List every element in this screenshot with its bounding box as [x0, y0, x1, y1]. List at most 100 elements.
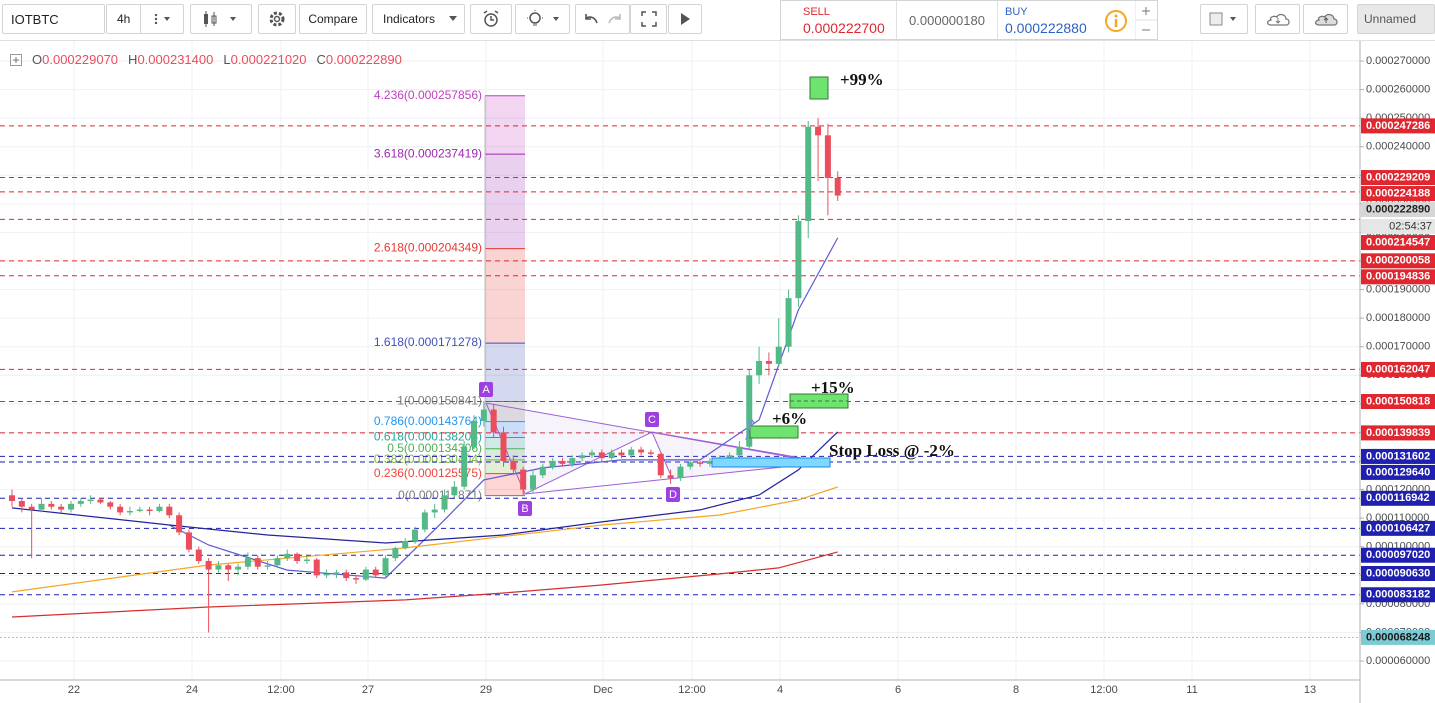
y-tick-label: 0.000060000: [1366, 655, 1430, 667]
expand-icon[interactable]: [10, 53, 22, 66]
candle-body: [618, 452, 625, 456]
alert-button[interactable]: [470, 4, 512, 34]
candles: [9, 118, 841, 633]
interval-menu[interactable]: [140, 4, 184, 34]
fib-label: 0.786(0.000143764): [374, 414, 482, 428]
compare-button[interactable]: Compare: [299, 4, 367, 34]
icon: [269, 11, 285, 27]
candle-body: [284, 553, 291, 559]
quantity-stepper[interactable]: [1135, 1, 1157, 39]
cloud-save[interactable]: [1303, 4, 1348, 34]
price-label: 0.000068248: [1366, 631, 1430, 643]
price-label-bg: [1361, 361, 1435, 377]
fib-label: 2.618(0.000204349): [374, 241, 482, 255]
price-label-bg: [1361, 269, 1435, 285]
pattern-point: A: [482, 384, 490, 396]
idea-button[interactable]: [515, 4, 570, 34]
candle-body: [451, 486, 458, 496]
annotation: +15%: [811, 378, 855, 397]
price-label: 0.000116942: [1366, 492, 1430, 504]
cloud-load[interactable]: [1255, 4, 1300, 34]
price-label-bg: [1361, 464, 1435, 480]
candle-body: [185, 532, 192, 550]
moving-average: [11, 551, 838, 618]
price-label-bg: [1361, 520, 1435, 536]
y-tick-label: 0.000260000: [1366, 83, 1430, 95]
grid: [0, 41, 1360, 680]
ohlc-value: 0.000229070: [42, 52, 119, 67]
icon: [154, 14, 170, 24]
ohlc-key: L: [223, 52, 231, 67]
candle-body: [254, 558, 261, 567]
sell-label[interactable]: SELL: [803, 6, 830, 18]
icon: [1209, 12, 1236, 26]
fib-band: [485, 248, 525, 344]
settings[interactable]: [258, 4, 296, 34]
candle-body: [795, 221, 802, 299]
info-icon[interactable]: [1104, 9, 1128, 33]
candle-body: [529, 475, 536, 490]
indicators-button[interactable]: Indicators: [372, 4, 465, 34]
trade-panel: SELL 0.000222700 0.000000180 BUY 0.00022…: [780, 0, 1158, 40]
symbol-search[interactable]: IOTBTC: [2, 4, 105, 34]
replay[interactable]: [668, 4, 702, 34]
x-tick-label: 27: [362, 684, 374, 696]
drawing-menu[interactable]: [1200, 4, 1248, 34]
price-label-bg: [1361, 202, 1435, 218]
candle-body: [480, 409, 487, 421]
candle-body: [195, 549, 202, 561]
price-label: 0.000131602: [1366, 450, 1430, 462]
candle-body: [775, 346, 782, 364]
countdown-bg: [1361, 219, 1435, 235]
buy-price[interactable]: 0.000222880: [1005, 20, 1087, 36]
chart-style[interactable]: [190, 4, 252, 34]
x-tick-label: 6: [895, 684, 901, 696]
candle-body: [461, 446, 468, 487]
target-box: [749, 425, 799, 439]
candle-body: [97, 499, 104, 503]
ohlc-key: C: [316, 52, 326, 67]
candle-body: [765, 361, 772, 364]
x-tick-label: 12:00: [678, 684, 706, 696]
candle-body: [490, 409, 497, 433]
toolbar: IOTBTC 4h Compare Indicators SELL 0.0002…: [0, 0, 1435, 41]
moving-average: [11, 431, 839, 544]
y-tick-label: 0.000180000: [1366, 312, 1430, 324]
candle-body: [647, 452, 654, 454]
price-label-bg: [1361, 186, 1435, 202]
candle-body: [579, 455, 586, 459]
ohlc-value: 0.000222890: [325, 52, 402, 67]
candle-body: [294, 553, 301, 561]
sell-price[interactable]: 0.000222700: [803, 20, 885, 36]
candle-body: [726, 455, 733, 459]
fullscreen[interactable]: [630, 4, 667, 34]
y-tick-label: 0.000240000: [1366, 141, 1430, 153]
fib-band: [485, 95, 525, 155]
icon: [204, 11, 236, 27]
icon: [681, 13, 690, 25]
x-tick-label: 29: [480, 684, 492, 696]
price-label: 0.000200058: [1366, 255, 1430, 267]
layout-name[interactable]: Unnamed: [1357, 4, 1435, 34]
candle-body: [667, 475, 674, 479]
price-label: 0.000162047: [1366, 363, 1430, 375]
x-tick-label: 13: [1304, 684, 1316, 696]
candle-body: [372, 569, 379, 576]
candle-body: [117, 506, 124, 513]
candle-body: [412, 529, 419, 541]
candle-body: [107, 502, 114, 507]
buy-label[interactable]: BUY: [1005, 6, 1028, 18]
price-label: 0.000129640: [1366, 466, 1430, 478]
candle-body: [785, 298, 792, 347]
price-label: 0.000247286: [1366, 120, 1430, 132]
price-label: 0.000090630: [1366, 567, 1430, 579]
candle-body: [225, 565, 232, 570]
candle-body: [205, 561, 212, 570]
axes: 0.0000600000.0000700000.0000800000.00009…: [0, 41, 1435, 703]
stop-box: [711, 457, 831, 468]
undo-redo[interactable]: [575, 4, 630, 34]
candle-body: [441, 495, 448, 510]
point-box: [645, 412, 659, 427]
candle-body: [323, 573, 330, 576]
